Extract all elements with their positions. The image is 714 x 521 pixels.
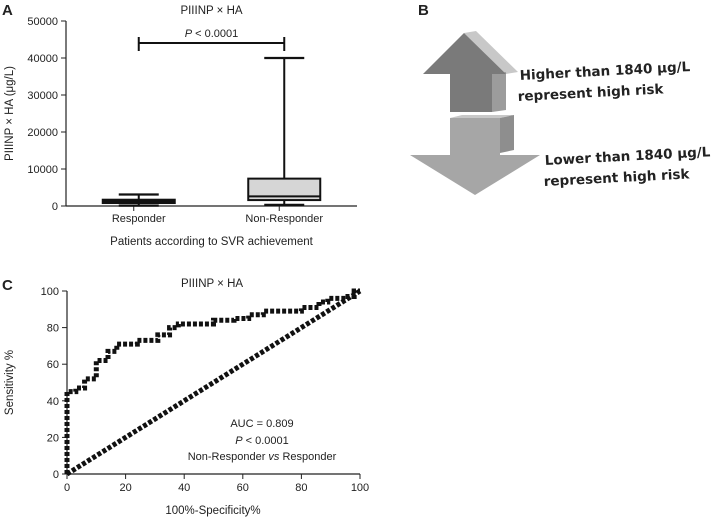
- box-non-responder: [247, 177, 322, 202]
- box-plot-panel: PIIINP × HA 0 10000 20000 30000 40000 50000 PII…: [4, 5, 357, 248]
- down-arrow-text-line1: Lower than 1840 μg/L: [544, 144, 711, 169]
- significance-label: P < 0.0001: [185, 28, 239, 40]
- panel-label-c: C: [2, 277, 13, 294]
- y-tick-label: 50000: [27, 16, 58, 28]
- x-tick-label: 100: [351, 482, 369, 494]
- down-arrow-bevel-top: [450, 115, 514, 118]
- x-axis-title: 100%-Specificity%: [165, 505, 260, 517]
- panel-label-b: B: [418, 2, 429, 19]
- up-arrow-text-line2: represent high risk: [517, 81, 664, 105]
- x-axis-title: Patients according to SVR achievement: [110, 236, 313, 248]
- x-tick-label: 60: [237, 482, 249, 494]
- y-tick-label: 80: [47, 323, 59, 335]
- y-tick-label: 40: [47, 396, 59, 408]
- down-arrow-bevel-side: [500, 115, 514, 153]
- p-value-label: P < 0.0001: [235, 435, 289, 447]
- reference-line: [65, 288, 362, 477]
- auc-label: AUC = 0.809: [230, 418, 293, 430]
- y-tick-label: 40000: [27, 53, 58, 65]
- roc-curve-panel: PIIINP × HA 0 20 40 60 80 100 0 20 40 60 80 100 Sensi…: [4, 278, 369, 517]
- up-arrow-text-line1: Higher than 1840 μg/L: [519, 59, 691, 84]
- y-axis-title: Sensitivity %: [4, 350, 16, 415]
- up-arrow-bevel-top: [464, 31, 518, 74]
- roc-curve: [64, 288, 360, 474]
- comparison-label: Non-Responder vs Responder: [188, 451, 337, 463]
- x-tick-label: 80: [295, 482, 307, 494]
- y-axis-title: PIIINP × HA (μg/L): [4, 66, 16, 161]
- x-tick-label: Non-Responder: [245, 213, 323, 225]
- y-tick-label: 20000: [27, 127, 58, 139]
- y-tick-label: 10000: [27, 164, 58, 176]
- up-arrow: [423, 33, 506, 112]
- down-arrow: [410, 118, 540, 195]
- up-arrow-bevel-side: [492, 72, 506, 112]
- y-tick-label: 0: [52, 201, 58, 213]
- x-tick-label: 20: [119, 482, 131, 494]
- roc-title: PIIINP × HA: [181, 278, 243, 290]
- box-plot-title: PIIINP × HA: [180, 5, 242, 17]
- y-tick-label: 100: [41, 286, 59, 298]
- x-tick-label: Responder: [112, 213, 166, 225]
- y-tick-label: 60: [47, 359, 59, 371]
- y-tick-label: 20: [47, 432, 59, 444]
- x-tick-label: 40: [178, 482, 190, 494]
- y-tick-label: 0: [53, 469, 59, 481]
- panel-label-a: A: [2, 2, 13, 19]
- y-tick-label: 30000: [27, 90, 58, 102]
- down-arrow-text-line2: represent high risk: [543, 166, 690, 190]
- x-tick-label: 0: [64, 482, 70, 494]
